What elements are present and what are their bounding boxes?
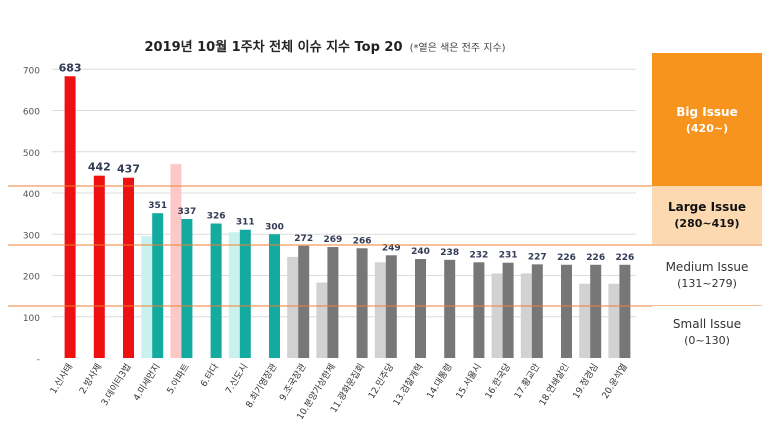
bar [385, 255, 397, 358]
prev-week-bar [608, 283, 620, 358]
legend-band-name: Medium Issue [665, 260, 749, 274]
data-label: 231 [499, 251, 518, 261]
prev-week-bar [491, 273, 503, 358]
bar [502, 262, 514, 358]
bar [269, 234, 280, 358]
data-label: 269 [324, 235, 343, 245]
data-label: 226 [616, 253, 635, 263]
chart-title: 2019년 10월 1주차 전체 이슈 지수 Top 20 [144, 40, 403, 55]
prev-week-bar [316, 282, 328, 358]
y-tick-label: 600 [23, 108, 40, 118]
x-tick-label: 1.신사태 [48, 362, 75, 396]
y-tick-label: 200 [23, 273, 40, 283]
legend-band-name: Big Issue [676, 104, 738, 119]
bar [356, 248, 368, 358]
prev-week-bar [141, 236, 153, 358]
bar [415, 259, 426, 358]
data-label: 266 [353, 236, 372, 246]
legend-band-range: (420~) [685, 121, 729, 135]
bar [123, 177, 134, 358]
x-tick-label: 20.윤석열 [600, 362, 630, 401]
x-tick-label: 16.한국당 [483, 362, 513, 401]
data-label: 232 [470, 250, 489, 260]
bar [531, 264, 543, 358]
bar [473, 262, 485, 358]
data-label: 351 [148, 201, 167, 211]
chart-subtitle: (*옅은 색은 전주 지수) [409, 43, 506, 54]
prev-week-bar [287, 256, 299, 358]
x-tick-label: 14.대통령 [424, 361, 455, 401]
legend-band-range: (0~130) [684, 334, 730, 347]
legend-band-small-issue: Small Issue (0~130) [652, 306, 762, 358]
y-tick-label: 400 [23, 190, 40, 200]
bar [619, 264, 631, 358]
y-tick-label: 300 [23, 231, 40, 241]
data-label: 226 [557, 253, 576, 263]
x-tick-label: 17.황교안 [512, 362, 542, 401]
x-tick-label: 19.정경심 [570, 361, 601, 401]
data-label: 238 [440, 248, 459, 258]
prev-week-bar [520, 273, 532, 358]
legend-band-range: (131~279) [677, 277, 737, 290]
legend-band-large-issue: Large Issue (280~419) [652, 186, 762, 244]
bar [64, 76, 76, 358]
x-tick-label: 4.미세먼지 [131, 362, 162, 403]
data-label: 300 [265, 222, 284, 232]
data-label: 442 [88, 161, 111, 174]
data-label: 683 [59, 61, 82, 74]
x-tick-label: 7.신도시 [223, 362, 250, 396]
prev-week-bar [170, 164, 182, 358]
data-label: 337 [178, 207, 197, 217]
legend-band-name: Large Issue [668, 200, 746, 214]
x-tick-label: 18.연쇄살인 [537, 362, 571, 408]
data-label: 226 [586, 253, 605, 263]
prev-week-bar [228, 232, 240, 358]
prev-week-bar [374, 262, 386, 358]
bar [152, 213, 164, 358]
prev-week-bar [579, 283, 591, 358]
x-tick-label: 3.데이터3법 [99, 362, 133, 408]
legend-band-big-issue: Big Issue (420~) [652, 53, 762, 186]
bar [210, 223, 222, 358]
bar [444, 259, 456, 358]
data-label: 227 [528, 252, 547, 262]
y-tick-label: 500 [23, 149, 40, 159]
x-tick-label: 15.서울시 [454, 362, 484, 401]
bar [239, 229, 251, 358]
bar [181, 218, 193, 358]
bar [561, 264, 572, 358]
data-label: 311 [236, 218, 255, 228]
bar [298, 245, 310, 358]
y-tick-label: - [37, 355, 40, 365]
chart-title-block: 2019년 10월 1주차 전체 이슈 지수 Top 20 (*옅은 색은 전주… [0, 36, 650, 55]
legend-band-medium-issue: Medium Issue (131~279) [652, 246, 762, 304]
data-label: 272 [294, 234, 313, 244]
x-tick-label: 6.타다 [198, 361, 221, 389]
x-tick-label: 12.민주당 [366, 362, 396, 401]
bar [590, 264, 602, 358]
bar [327, 247, 339, 358]
x-tick-label: 2.방사제 [77, 362, 104, 396]
legend-band-range: (280~419) [674, 217, 740, 230]
x-tick-label: 9.조국장관 [277, 362, 308, 403]
y-tick-label: 100 [23, 314, 40, 324]
bar [93, 175, 105, 358]
data-label: 249 [382, 243, 401, 253]
x-tick-label: 5.아파트 [165, 362, 192, 396]
y-tick-label: 700 [23, 66, 40, 76]
data-label: 240 [411, 247, 430, 257]
legend-band-name: Small Issue [672, 317, 742, 331]
data-label: 326 [207, 212, 226, 222]
data-label: 437 [117, 163, 140, 176]
